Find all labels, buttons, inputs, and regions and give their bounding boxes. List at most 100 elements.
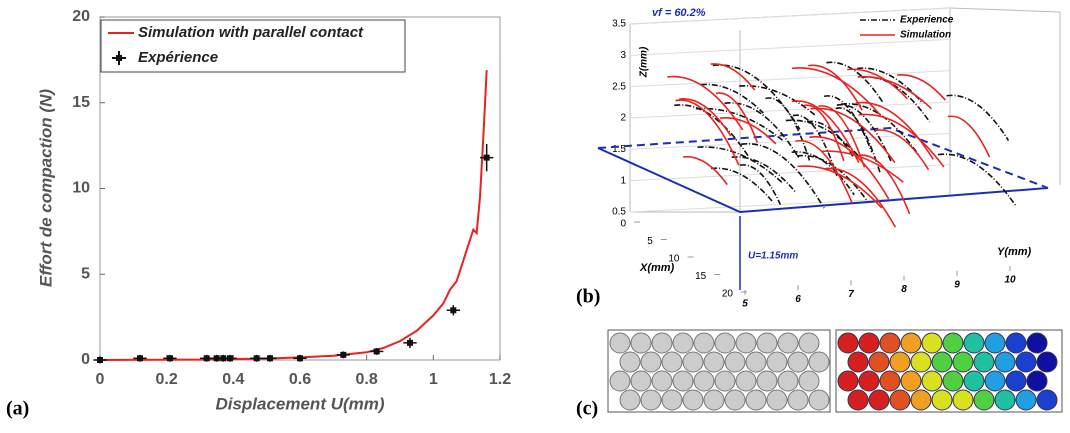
x-tick-label: 0 [96, 371, 105, 388]
data-point [204, 355, 210, 361]
fibre-section [1006, 371, 1026, 391]
fibre [741, 144, 824, 208]
fibre-section [631, 333, 651, 353]
fibre-section [704, 390, 724, 410]
y-tick-label: 5 [742, 299, 748, 310]
fibre-section [799, 333, 819, 353]
y-tick-label: 10 [1004, 275, 1016, 286]
fibre-section [859, 333, 879, 353]
fibre-section [880, 333, 900, 353]
y-tick-label: 10 [72, 180, 90, 197]
y-tick-label: 5 [81, 265, 90, 282]
annotation: U=1.15mm [748, 251, 798, 262]
data-point [227, 355, 233, 361]
fibre-section [838, 333, 858, 353]
fibre-section [778, 371, 798, 391]
z-tick-label: 2.5 [612, 81, 626, 92]
fibre-section [683, 352, 703, 372]
fibre-section [694, 371, 714, 391]
fibre-section [757, 333, 777, 353]
fibre-section [995, 352, 1015, 372]
x-tick-label: 1 [429, 371, 438, 388]
fibre-section [890, 352, 910, 372]
fibre-section [641, 352, 661, 372]
fibre-section [974, 352, 994, 372]
fibre-section [746, 352, 766, 372]
fibre-section [1037, 352, 1057, 372]
fibre-section [953, 352, 973, 372]
x-tick-label: 5 [647, 236, 653, 247]
fibre-section [964, 333, 984, 353]
fibre-section [809, 390, 829, 410]
legend-label: Expérience [138, 49, 218, 66]
data-point [297, 355, 303, 361]
fibre-section [869, 352, 889, 372]
fibre-section [767, 390, 787, 410]
fibre-section [943, 333, 963, 353]
fibre-section [652, 333, 672, 353]
fibre-section [901, 333, 921, 353]
fibre-section [953, 390, 973, 410]
z-axis-label: Z(mm) [639, 46, 650, 78]
panel-label: (b) [576, 286, 600, 308]
fibre-section [620, 390, 640, 410]
z-tick-label: 3 [620, 50, 626, 61]
fibre-section [911, 390, 931, 410]
x-tick-label: 20 [722, 289, 734, 300]
z-tick-label: 2 [620, 113, 626, 124]
fibre-section [715, 333, 735, 353]
fibre-section [1027, 333, 1047, 353]
fibre-section [859, 371, 879, 391]
panel-label: (a) [6, 398, 29, 420]
fibre [859, 114, 944, 167]
fibre-section [631, 371, 651, 391]
data-point [484, 155, 490, 161]
fibre [711, 168, 773, 203]
y-tick-label: 9 [954, 279, 960, 290]
fibre-section [838, 371, 858, 391]
fibre-section [1016, 352, 1036, 372]
fibre-section [736, 371, 756, 391]
fibre-section [911, 352, 931, 372]
fibre-section [985, 333, 1005, 353]
fibre-section [809, 352, 829, 372]
fibre-section [662, 352, 682, 372]
y-tick-label: 20 [72, 8, 90, 25]
x-axis-label: Displacement U(mm) [215, 394, 384, 413]
x-tick-label: 1.2 [489, 371, 511, 388]
data-point [137, 355, 143, 361]
fibre-section [736, 333, 756, 353]
fibre-section [725, 352, 745, 372]
legend-label: Experience [900, 15, 954, 26]
fibre-section [641, 390, 661, 410]
fibre-section [932, 352, 952, 372]
fibre-section [652, 371, 672, 391]
x-tick-label: 0.8 [356, 371, 378, 388]
x-tick-label: 0.2 [156, 371, 178, 388]
fibre-section [610, 371, 630, 391]
fibre-section [620, 352, 640, 372]
grid-line [630, 165, 950, 181]
fibre [858, 155, 909, 214]
fibre-section [1037, 390, 1057, 410]
fibre-section [715, 371, 735, 391]
fibre-section [746, 390, 766, 410]
fibre-section [662, 390, 682, 410]
fibre-section [880, 371, 900, 391]
x-tick-label: 0 [620, 219, 626, 230]
fibre [947, 95, 1009, 140]
fibre-section [1016, 390, 1036, 410]
x-axis-label: X(mm) [639, 262, 675, 274]
fibre [766, 98, 810, 161]
y-tick-label: 0 [81, 351, 90, 368]
grid-line [630, 133, 950, 149]
grid-line [630, 39, 950, 55]
fibre-section [922, 333, 942, 353]
fibre-section [610, 333, 630, 353]
data-point [267, 355, 273, 361]
axis-frame [950, 8, 1060, 12]
fibre-section [694, 333, 714, 353]
data-point [407, 340, 413, 346]
data-point [340, 352, 346, 358]
